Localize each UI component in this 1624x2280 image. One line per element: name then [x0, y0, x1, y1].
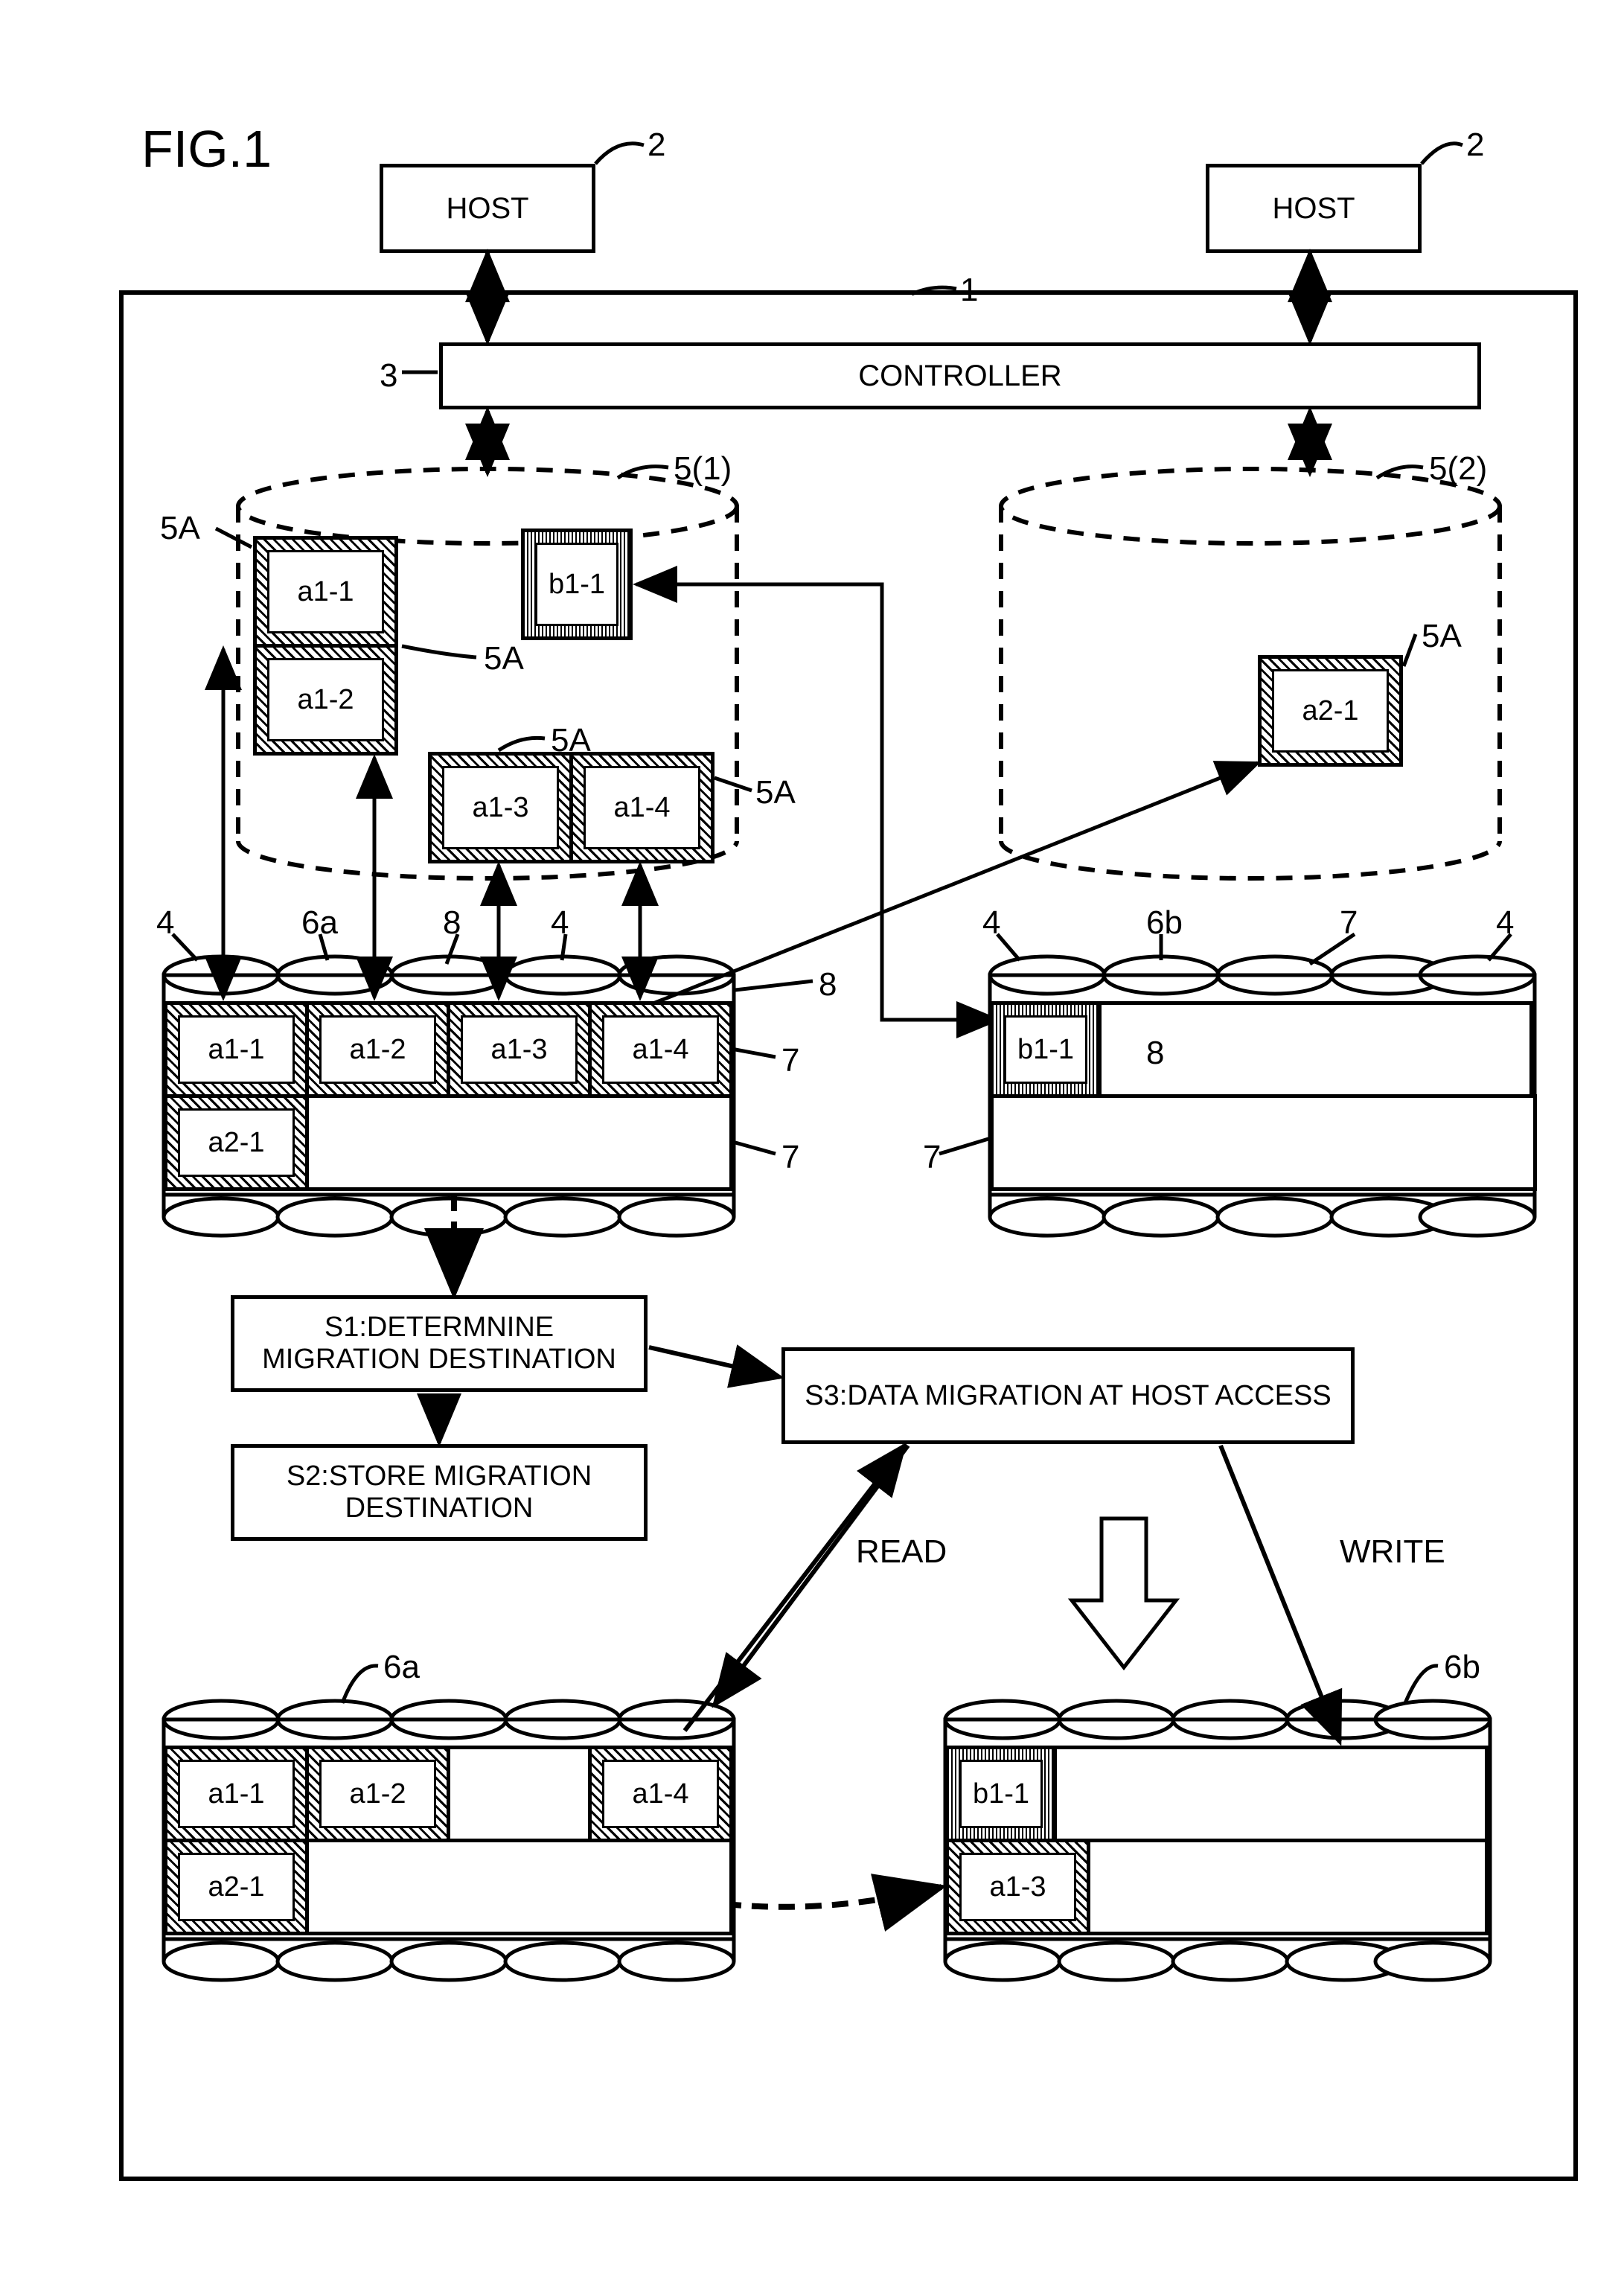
ref-6b-bottom: 6b	[1444, 1649, 1480, 1686]
ref-8-1: 8	[443, 904, 461, 942]
bot-right-b1-1: b1-1	[945, 1746, 1057, 1842]
raid-right-b1-1: b1-1	[990, 1001, 1102, 1098]
diagram-canvas: FIG.1 HOST HOST 2 2 CONTROLLER 3 1 5(1) …	[30, 30, 1624, 2250]
bot-left-a1-1: a1-1	[164, 1746, 309, 1842]
ref-vvol-left: 5(1)	[674, 450, 732, 488]
ref-7-2: 7	[781, 1139, 799, 1176]
bot-right-a1-3: a1-3	[945, 1839, 1090, 1935]
step-s3: S3:DATA MIGRATION AT HOST ACCESS	[781, 1347, 1355, 1444]
raid-right-row2-empty	[990, 1094, 1537, 1191]
ref-8-3: 8	[1146, 1035, 1164, 1072]
vvol-chunk-a1-1: a1-1	[253, 536, 398, 648]
ref-7-1: 7	[781, 1042, 799, 1079]
ref-6b: 6b	[1146, 904, 1183, 942]
raid-left-a1-4: a1-4	[588, 1001, 733, 1098]
ref-4-3: 4	[982, 904, 1000, 942]
write-label: WRITE	[1340, 1533, 1445, 1571]
ref-7-4: 7	[923, 1139, 941, 1176]
ref-7-3: 7	[1340, 904, 1358, 942]
vvol-chunk-b1-1: b1-1	[521, 529, 633, 640]
read-label: READ	[856, 1533, 947, 1571]
controller-box: CONTROLLER	[439, 342, 1481, 409]
vvol-chunk-a2-1: a2-1	[1258, 655, 1403, 767]
vvol-chunk-a1-3: a1-3	[428, 752, 573, 863]
step-s1: S1:DETERMNINE MIGRATION DESTINATION	[231, 1295, 648, 1392]
vvol-chunk-a1-2: a1-2	[253, 644, 398, 756]
ref-5a-1: 5A	[160, 510, 200, 547]
ref-8-2: 8	[819, 966, 837, 1003]
bot-left-a2-1: a2-1	[164, 1839, 309, 1935]
bot-left-row2-empty	[305, 1839, 733, 1935]
ref-6a: 6a	[301, 904, 338, 942]
bot-right-row1-empty	[1053, 1746, 1489, 1842]
bot-right-row2-empty	[1087, 1839, 1489, 1935]
ref-5a-3: 5A	[551, 722, 591, 759]
ref-5a-4: 5A	[755, 774, 796, 811]
ref-5a-2: 5A	[484, 640, 524, 677]
bot-left-a1-4: a1-4	[588, 1746, 733, 1842]
ref-4-4: 4	[1496, 904, 1514, 942]
raid-left-a1-3: a1-3	[447, 1001, 592, 1098]
ref-6a-bottom: 6a	[383, 1649, 420, 1686]
bot-left-empty-slot	[447, 1746, 592, 1842]
ref-vvol-right: 5(2)	[1429, 450, 1487, 488]
ref-system: 1	[960, 272, 978, 309]
ref-5a-5: 5A	[1422, 618, 1462, 655]
step-s2: S2:STORE MIGRATION DESTINATION	[231, 1444, 648, 1541]
raid-left-empty	[305, 1094, 733, 1191]
vvol-chunk-a1-4: a1-4	[569, 752, 715, 863]
ref-controller: 3	[380, 357, 397, 395]
bot-left-a1-2: a1-2	[305, 1746, 450, 1842]
raid-left-a2-1: a2-1	[164, 1094, 309, 1191]
ref-4-1: 4	[156, 904, 174, 942]
raid-left-a1-2: a1-2	[305, 1001, 450, 1098]
ref-4-2: 4	[551, 904, 569, 942]
controller-label: CONTROLLER	[858, 360, 1061, 393]
raid-left-a1-1: a1-1	[164, 1001, 309, 1098]
